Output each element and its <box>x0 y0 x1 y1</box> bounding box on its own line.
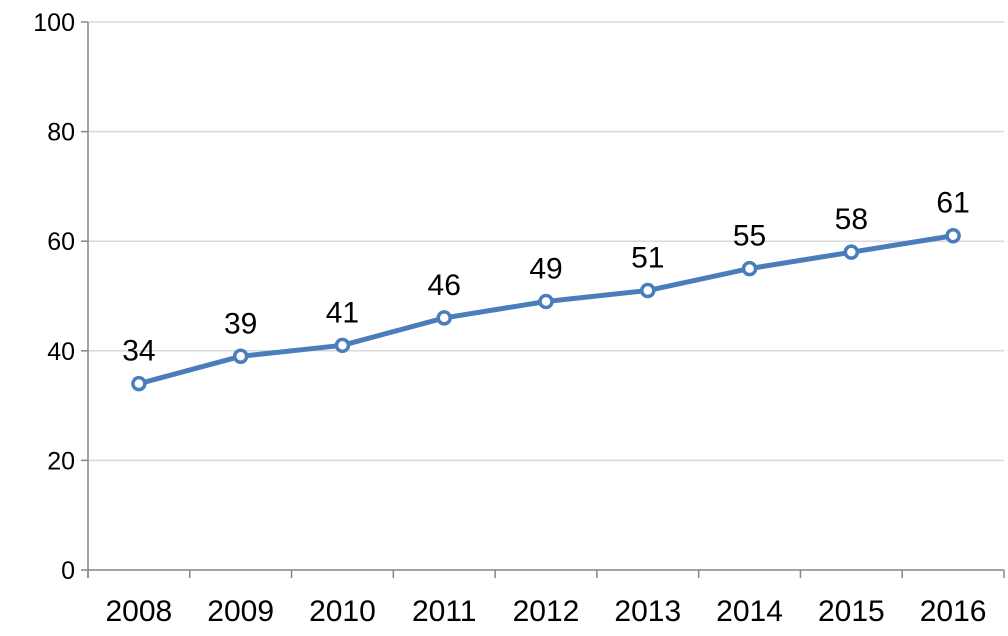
y-tick-label: 20 <box>47 447 75 475</box>
data-point-marker <box>232 348 249 365</box>
data-label: 51 <box>631 242 664 275</box>
gridlines <box>88 21 1004 462</box>
data-point-marker <box>741 260 758 277</box>
data-label: 34 <box>122 335 155 368</box>
y-tick-labels: 0 20 40 60 80 100 <box>33 9 75 585</box>
axes <box>81 21 1005 578</box>
data-label: 61 <box>936 187 969 220</box>
x-tick-label: 2015 <box>818 595 885 628</box>
data-label: 46 <box>428 269 461 302</box>
y-tick-label: 0 <box>61 557 75 585</box>
data-point-marker <box>131 375 147 392</box>
data-label: 41 <box>326 296 359 329</box>
data-point-marker <box>640 282 656 299</box>
y-tick-label: 60 <box>47 228 75 256</box>
x-tick-label: 2010 <box>309 595 376 628</box>
data-markers <box>131 227 961 392</box>
data-point-marker <box>436 310 452 326</box>
x-tick-label: 2014 <box>716 595 783 628</box>
x-tick-label: 2008 <box>106 595 173 628</box>
x-tick-label: 2011 <box>412 595 477 628</box>
data-point-marker <box>334 337 351 354</box>
data-label: 39 <box>224 307 257 340</box>
x-tick-label: 2013 <box>614 595 681 628</box>
data-point-marker <box>945 227 961 244</box>
x-tick-label: 2009 <box>207 595 274 628</box>
x-tick-label: 2012 <box>513 595 580 628</box>
y-tick-label: 100 <box>33 9 75 37</box>
y-tick-label: 80 <box>47 119 75 147</box>
data-label: 49 <box>529 252 562 285</box>
y-tick-label: 40 <box>47 338 75 366</box>
x-tick-label: 2016 <box>920 595 987 628</box>
data-label: 55 <box>733 220 766 253</box>
x-tick-labels: 2008 2009 2010 2011 2012 2013 2014 2015 2016 <box>106 595 987 628</box>
data-point-marker <box>538 293 554 310</box>
data-label: 58 <box>835 203 868 236</box>
data-point-marker <box>843 244 860 260</box>
data-labels: 34 39 41 46 49 51 55 58 61 <box>122 187 970 368</box>
